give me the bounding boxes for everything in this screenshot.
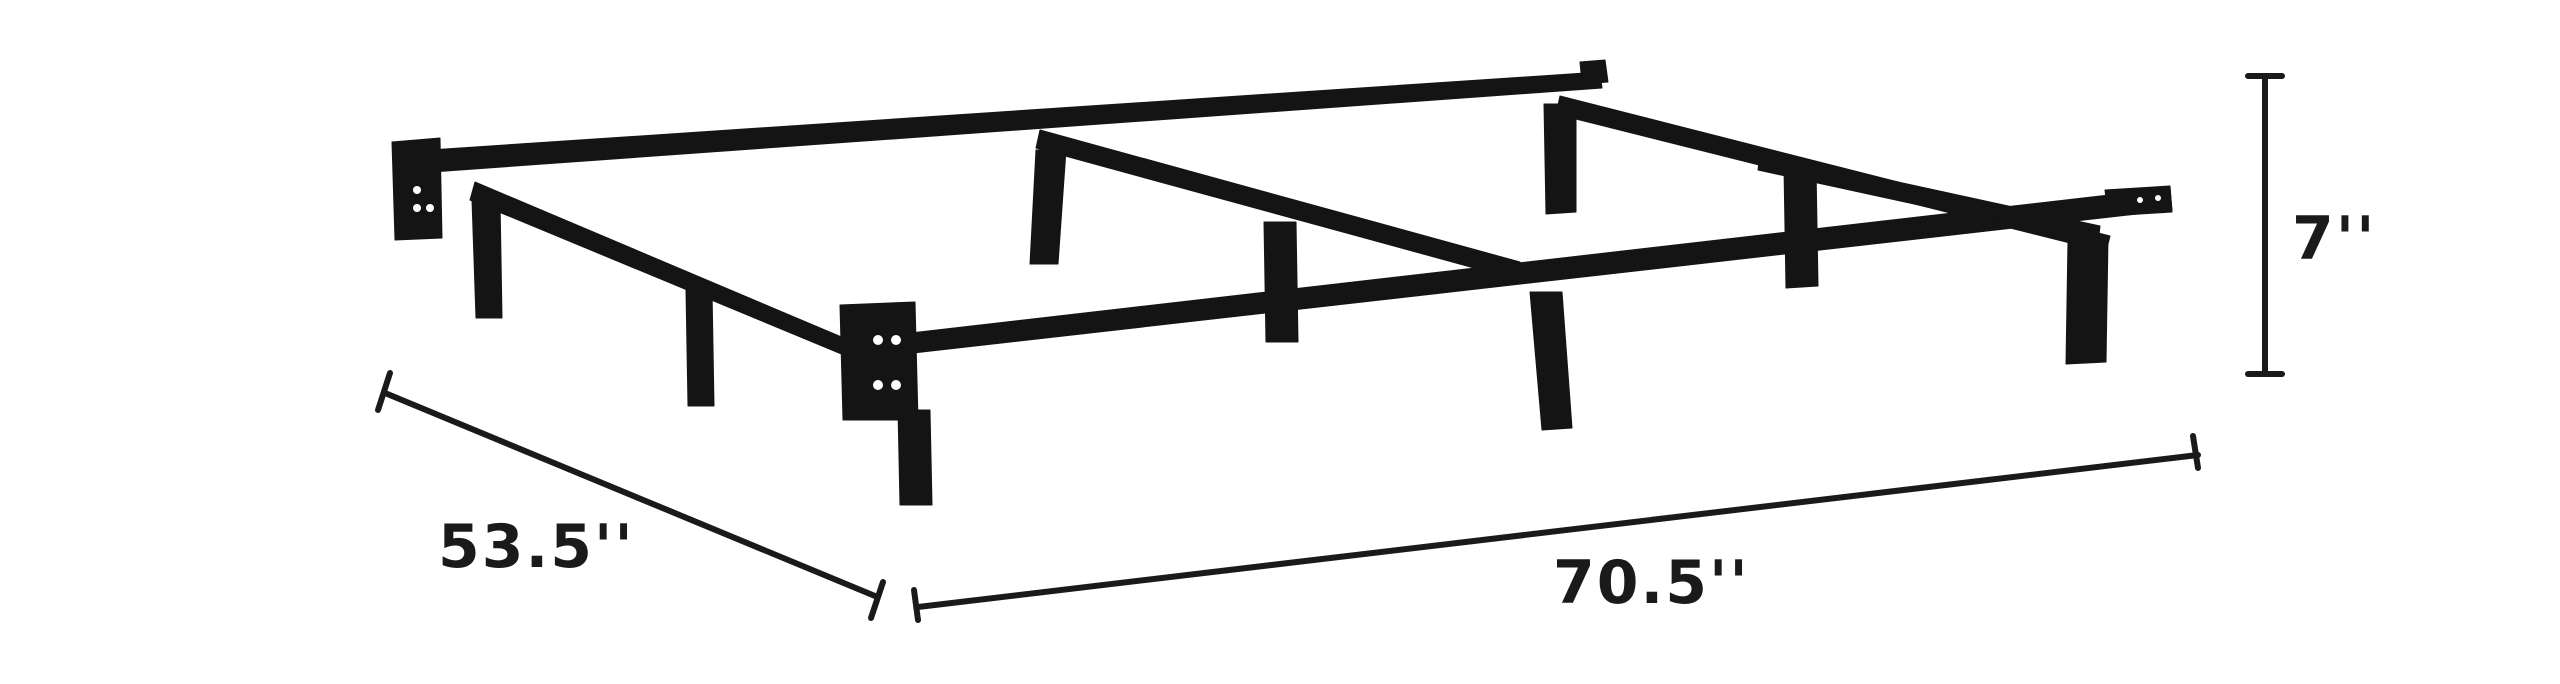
leg-back-left xyxy=(471,199,503,319)
length-dimension-line xyxy=(915,452,2201,610)
bracket-holes xyxy=(413,186,2161,390)
bed-frame xyxy=(391,59,2173,506)
length-dimension-label: 70.5'' xyxy=(1553,548,1750,618)
leg-front-mid xyxy=(1529,291,1573,431)
leg-back-right xyxy=(1543,103,1577,215)
width-dimension-line xyxy=(382,390,878,599)
leg-back-mid xyxy=(1029,149,1067,265)
leg-front-right xyxy=(2065,237,2109,365)
leg-foot-mid xyxy=(1783,167,1819,289)
leg-front-left xyxy=(897,409,933,506)
width-dimension-tick-end xyxy=(868,579,886,621)
back-side-rail xyxy=(429,71,1603,173)
back-rail-end-bracket xyxy=(1579,59,1609,85)
dimension-lines xyxy=(375,73,2285,623)
length-dimension-tick-end xyxy=(2190,433,2201,471)
front-left-bracket xyxy=(839,301,919,421)
leg-center xyxy=(1263,221,1299,343)
width-dimension-tick-start xyxy=(375,370,393,413)
height-dimension-label: 7'' xyxy=(2292,204,2377,274)
leg-head-mid xyxy=(685,289,715,407)
length-dimension-tick-start xyxy=(911,587,921,623)
head-cross-rail xyxy=(469,181,859,361)
width-dimension-label: 53.5'' xyxy=(438,512,635,582)
